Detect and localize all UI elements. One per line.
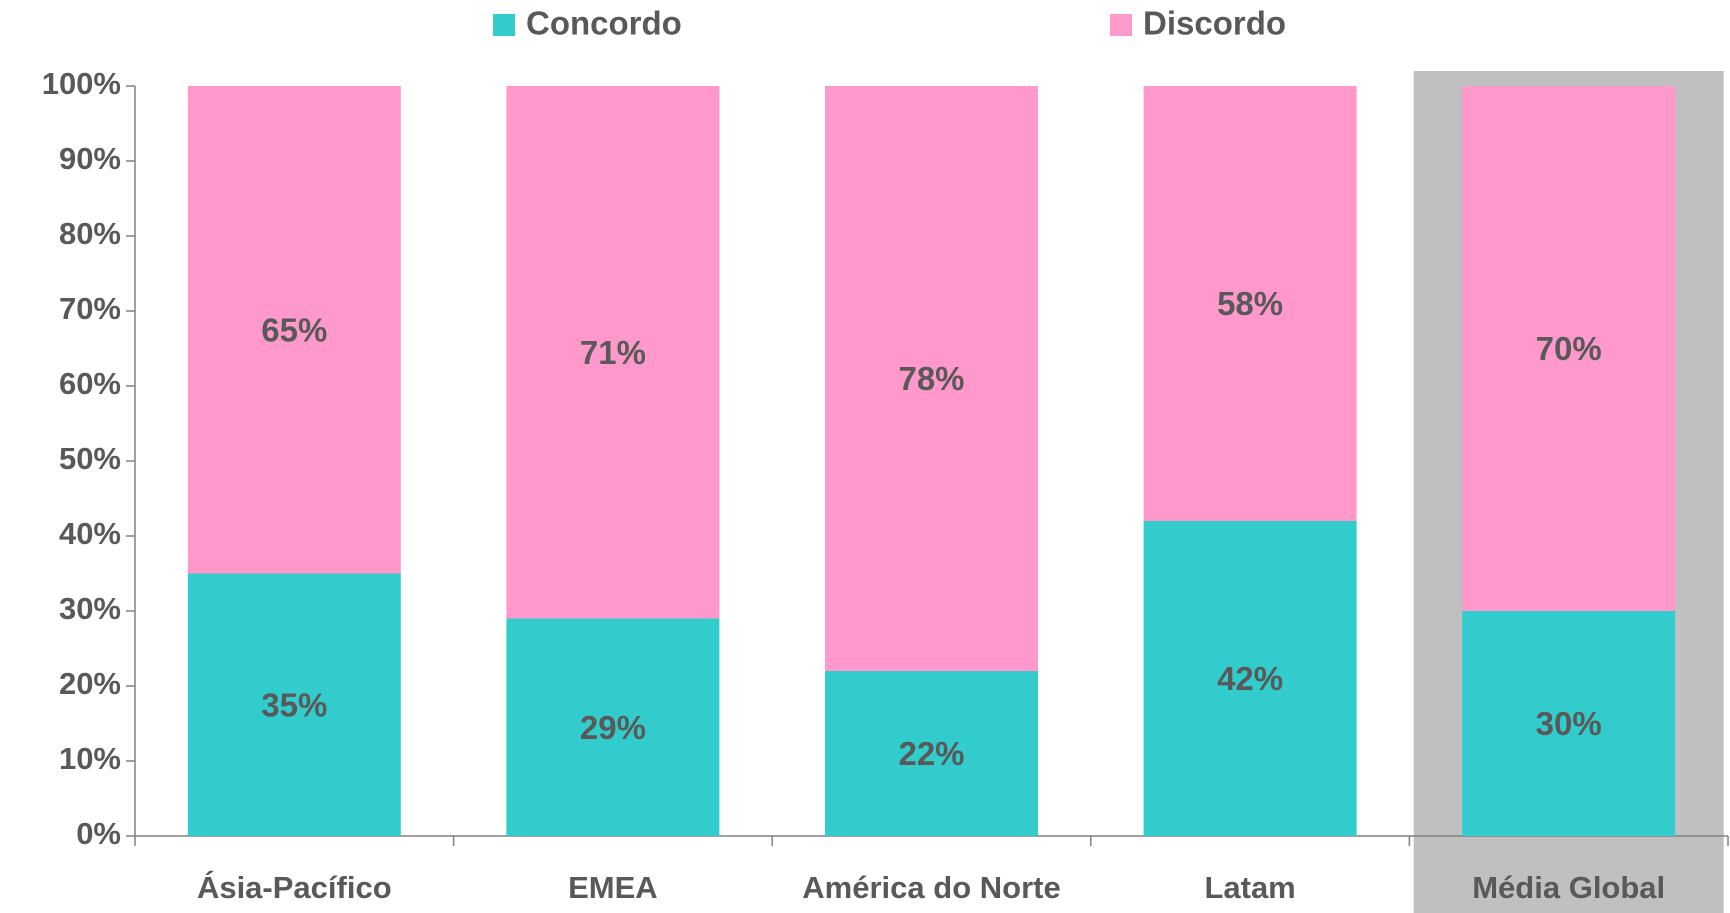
bar-segment: [1143, 521, 1357, 836]
data-label: 35%: [261, 686, 327, 723]
data-label: 30%: [1536, 705, 1602, 742]
data-label: 65%: [261, 311, 327, 348]
legend-swatch: [493, 14, 515, 36]
x-tick-label: Latam: [1204, 870, 1295, 905]
y-tick-label: 90%: [59, 141, 121, 176]
y-tick-label: 50%: [59, 441, 121, 476]
y-tick-label: 60%: [59, 366, 121, 401]
y-tick-label: 40%: [59, 516, 121, 551]
bar-segment: [187, 573, 401, 836]
bar-segment: [825, 671, 1038, 836]
bar-segment: [825, 86, 1038, 671]
y-tick-label: 100%: [42, 66, 121, 101]
bar-segment: [187, 86, 401, 574]
y-tick-label: 0%: [76, 816, 121, 851]
legend-label: Concordo: [526, 5, 682, 42]
x-tick-label: EMEA: [568, 870, 658, 905]
data-label: 42%: [1217, 660, 1283, 697]
data-label: 70%: [1536, 330, 1602, 367]
y-tick-label: 70%: [59, 291, 121, 326]
y-tick-label: 30%: [59, 591, 121, 626]
bar-segment: [506, 86, 720, 619]
y-tick-label: 80%: [59, 216, 121, 251]
bar-segment: [1462, 86, 1676, 611]
data-label: 29%: [580, 709, 646, 746]
x-tick-label: Média Global: [1472, 870, 1665, 905]
data-label: 78%: [898, 360, 964, 397]
bar-segment: [1143, 86, 1357, 521]
bar-segment: [506, 618, 720, 836]
x-tick-label: América do Norte: [802, 870, 1060, 905]
bar-segment: [1462, 611, 1676, 836]
data-label: 22%: [898, 735, 964, 772]
data-label: 71%: [580, 334, 646, 371]
legend-swatch: [1110, 14, 1132, 36]
x-tick-label: Ásia-Pacífico: [197, 870, 392, 905]
data-label: 58%: [1217, 285, 1283, 322]
legend-label: Discordo: [1143, 5, 1286, 42]
y-tick-label: 10%: [59, 741, 121, 776]
y-tick-label: 20%: [59, 666, 121, 701]
